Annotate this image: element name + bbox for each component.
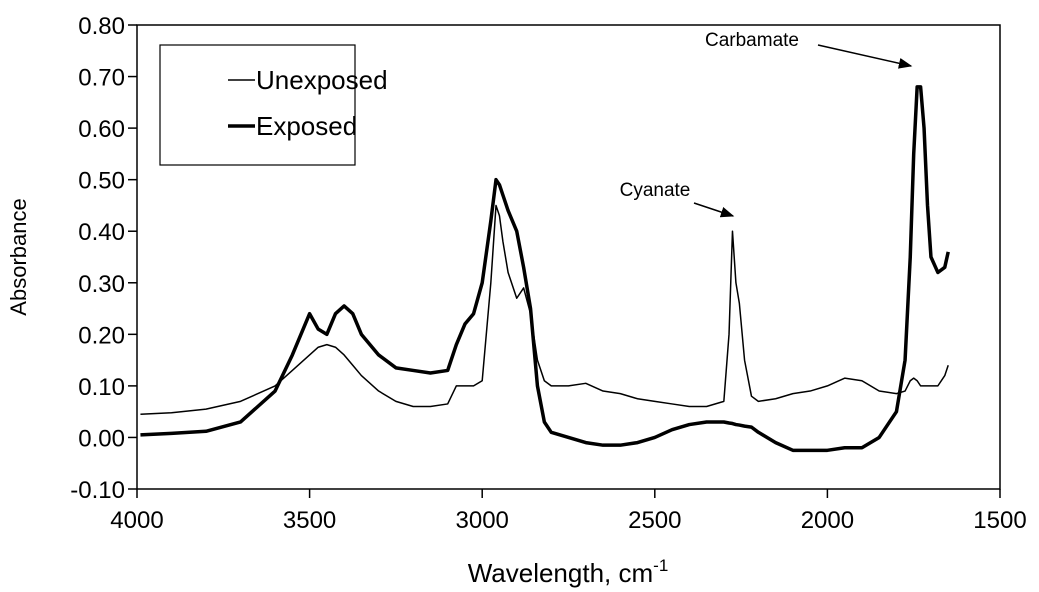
legend-box [159, 44, 356, 166]
x-axis-label-text: Wavelength, cm [468, 558, 653, 588]
annotation-arrow [693, 202, 735, 218]
x-tick-label: 2500 [628, 507, 681, 534]
x-axis-label: Wavelength, cm-1 [468, 556, 669, 588]
y-axis-label: Absorbance [6, 198, 31, 315]
x-tick-label: 1500 [973, 507, 1026, 534]
annotation: Cyanate [620, 180, 691, 201]
y-tick-label: 0.00 [78, 425, 125, 452]
y-tick-label: -0.10 [70, 477, 125, 504]
y-tick-label: 0.20 [78, 322, 125, 349]
y-tick-label: 0.50 [78, 168, 125, 195]
y-tick-label: 0.30 [78, 271, 125, 298]
x-tick-label: 2000 [801, 507, 854, 534]
series-line [140, 204, 949, 415]
annotation: Carbamate [705, 30, 799, 51]
y-tick-label: 0.40 [78, 219, 125, 246]
y-tick-label: 0.70 [78, 65, 125, 92]
y-tick-label: 0.10 [78, 374, 125, 401]
x-tick-label: 3000 [456, 507, 509, 534]
y-tick-label: 0.80 [78, 13, 125, 40]
series-line [140, 85, 950, 453]
x-tick-label: 4000 [110, 507, 163, 534]
annotation-arrow [817, 44, 913, 69]
y-tick-label: 0.60 [78, 116, 125, 143]
legend-label: Unexposed [256, 65, 388, 95]
x-tick-label: 3500 [283, 507, 336, 534]
x-axis-label-superscript: -1 [653, 556, 668, 575]
plot-frame [136, 24, 1001, 490]
legend-label: Exposed [256, 111, 357, 141]
